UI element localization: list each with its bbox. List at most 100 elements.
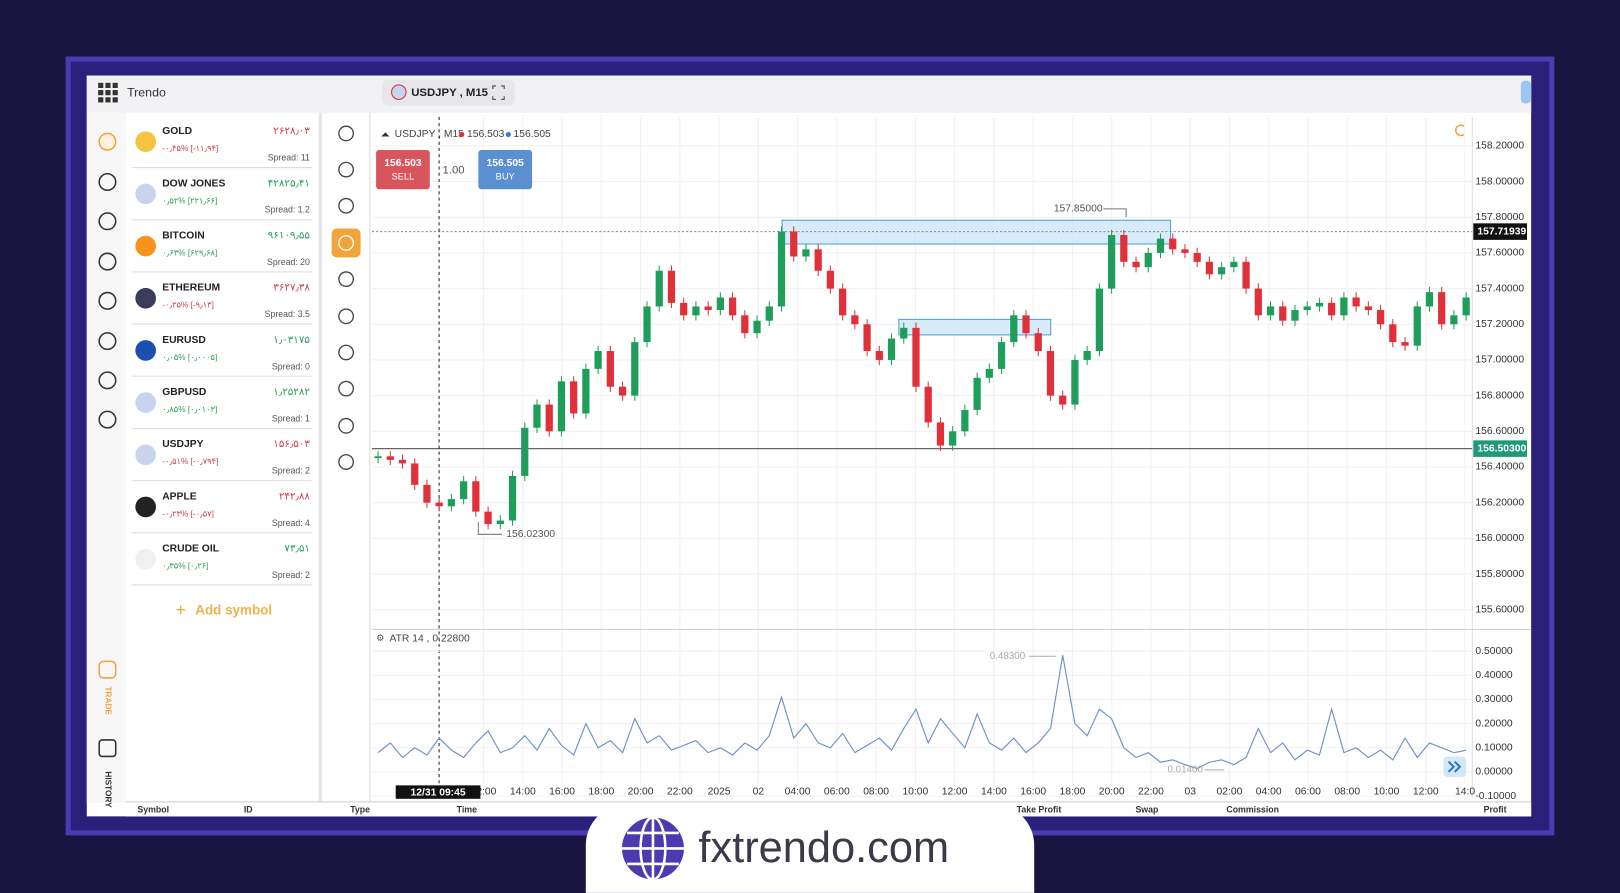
add-symbol[interactable]: Add symbol [195, 602, 272, 617]
nav-icon[interactable] [98, 252, 117, 271]
symbol-tab[interactable] [382, 79, 515, 106]
tool-icon[interactable] [338, 235, 355, 251]
symbol-spread: Spread: 4 [272, 518, 310, 528]
atr-tick-label: 0.20000 [1475, 718, 1513, 729]
tool-icon[interactable] [338, 417, 355, 434]
candle-body [594, 351, 602, 369]
candle-body [423, 484, 431, 503]
watchlist-items: GOLD ۲۶۲۸٫۰۳ -۰٫۴۵% [-۱۱٫۹۴] Spread: 11 DOW … [132, 126, 313, 619]
left-sidebar [86, 112, 127, 803]
candle-body [1291, 309, 1299, 321]
price-tick-label: 158.00000 [1475, 176, 1524, 187]
nav-icon[interactable] [98, 291, 117, 310]
reload-icon[interactable] [1455, 124, 1465, 137]
symbol-name[interactable]: USDJPY [162, 439, 203, 450]
symbol-name[interactable]: APPLE [162, 491, 197, 502]
symbol-icon [135, 183, 157, 205]
candle-body [961, 409, 969, 432]
candle-body [765, 306, 773, 321]
collapse-icon[interactable] [381, 132, 390, 137]
atr-tick-label: 0.00000 [1475, 767, 1513, 778]
symbol-name[interactable]: BITCOIN [162, 230, 204, 241]
top-right-button[interactable] [1520, 80, 1532, 104]
symbol-name[interactable]: GBPUSD [162, 387, 207, 398]
candle-body [606, 351, 614, 387]
symbol-name[interactable]: GOLD [162, 126, 192, 137]
time-label: 16:00 [1020, 786, 1046, 797]
candle-body [1083, 351, 1091, 360]
symbol-icon [135, 392, 157, 413]
candle-body [936, 422, 945, 446]
price-tick-label: 155.80000 [1475, 569, 1524, 580]
candle-body [826, 270, 835, 289]
symbol-name[interactable]: DOW JONES [162, 178, 225, 189]
candle-body [484, 511, 492, 525]
symbol-price: ۷۳٫۵۱ [284, 544, 310, 555]
candle-body [1181, 249, 1189, 253]
candle-body [851, 315, 859, 325]
tool-icon[interactable] [338, 308, 355, 325]
symbol-name[interactable]: EURUSD [162, 335, 206, 346]
nav-icon[interactable] [98, 332, 117, 351]
tool-icon[interactable] [338, 271, 355, 288]
globe-icon [621, 816, 684, 881]
sell-button[interactable] [376, 149, 430, 190]
trade-label[interactable]: TRADE [103, 686, 112, 715]
tool-icon[interactable] [338, 197, 355, 214]
bid-dot [459, 131, 465, 138]
toolbar [331, 125, 361, 470]
nav-icon[interactable] [98, 172, 117, 192]
table-header-cell: Take Profit [1017, 804, 1062, 814]
symbol-change: ۰٫۶۳% [۶۲۹٫۶۸] [162, 248, 217, 257]
nav-icon[interactable] [98, 212, 117, 231]
tool-icon[interactable] [338, 380, 355, 397]
scroll-arrows[interactable] [1447, 760, 1462, 773]
nav-icon[interactable] [98, 410, 117, 429]
nav-icon[interactable] [98, 132, 117, 151]
time-label: 22:00 [667, 786, 693, 797]
symbol-price: ۹۶۱۰۹٫۵۵ [268, 230, 311, 241]
candle-body [545, 404, 553, 432]
candle-body [1401, 342, 1409, 346]
buy-label[interactable]: BUY [496, 171, 515, 181]
candle-body [741, 315, 749, 334]
candle-body [1389, 324, 1397, 343]
atr-pane: 0.50000 0.40000 0.30000 0.20000 0.10000 0.000… [371, 633, 1516, 802]
candle-body [1095, 288, 1103, 352]
buy-price[interactable]: 156.505 [487, 158, 525, 169]
footer-badge [585, 803, 1035, 893]
candle-body [1046, 351, 1055, 396]
lot[interactable]: 1.00 [443, 165, 465, 177]
history-label[interactable]: HISTORY [103, 771, 112, 808]
sell-label[interactable]: SELL [392, 171, 415, 181]
candle-body [1413, 306, 1421, 346]
trade-icon[interactable] [98, 660, 117, 679]
history-icon[interactable] [98, 739, 117, 758]
tool-icon[interactable] [338, 344, 355, 361]
candle-body [680, 302, 688, 316]
bid: 156.503 [467, 129, 505, 140]
price-tick-label: 156.20000 [1475, 497, 1524, 508]
symbol-icon [135, 235, 157, 257]
expand-icon[interactable] [492, 85, 505, 100]
symbol-price: ۱٫۲۵۲۸۲ [273, 387, 310, 398]
symbol-change: ۰٫۰۵% [۰٫۰۰۰۵] [162, 353, 217, 362]
tool-icon[interactable] [338, 125, 355, 142]
candle-body [1266, 306, 1275, 316]
tool-icon[interactable] [338, 454, 355, 470]
sell-price[interactable]: 156.503 [384, 158, 422, 169]
tool-active [331, 228, 361, 258]
candle-body [435, 502, 443, 507]
tool-icon[interactable] [338, 161, 355, 178]
nav-icon[interactable] [98, 371, 117, 390]
symbol-name[interactable]: ETHEREUM [162, 283, 220, 294]
time-label: 12:00 [1413, 786, 1439, 797]
symbol-name[interactable]: CRUDE OIL [162, 544, 219, 555]
buy-button[interactable] [478, 149, 533, 190]
symbol-spread: Spread: 0 [272, 361, 310, 371]
candle-body [496, 520, 504, 525]
tab-label[interactable]: USDJPY , M15 [411, 87, 488, 99]
menu-icon[interactable] [98, 82, 118, 103]
candle-body [1340, 297, 1348, 316]
candle-body [1059, 395, 1067, 405]
